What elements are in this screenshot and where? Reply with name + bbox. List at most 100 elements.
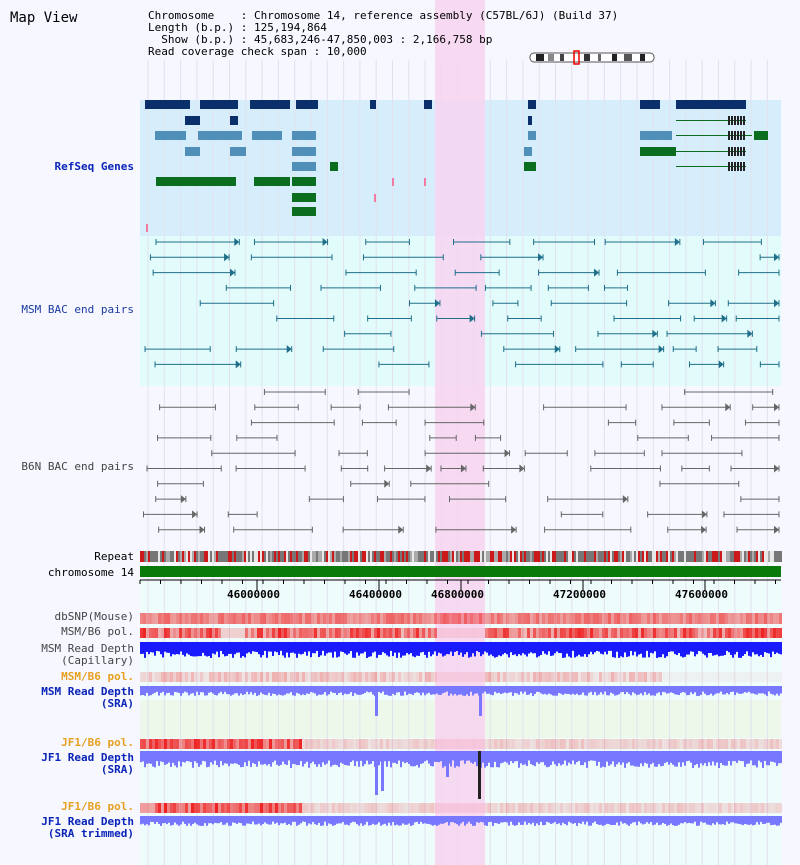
b6n-bac-arrow: [398, 525, 404, 534]
depth-bar: [288, 751, 290, 761]
depth-bar: [538, 751, 540, 764]
depth-bar: [482, 816, 484, 823]
heat-cell: [245, 739, 248, 749]
refseq-gene: [292, 177, 316, 186]
repeat-segment: [276, 551, 278, 562]
depth-bar: [768, 642, 770, 654]
heat-cell: [227, 628, 230, 638]
track-label-jf1-depth-sra[interactable]: JF1 Read Depth (SRA): [41, 751, 134, 776]
heat-cell: [677, 613, 680, 624]
repeat-segment: [462, 551, 464, 562]
depth-bar: [252, 816, 254, 822]
depth-bar: [734, 751, 736, 762]
heat-cell: [386, 628, 389, 638]
depth-bar: [544, 642, 546, 654]
depth-bar: [640, 686, 642, 694]
repeat-segment: [510, 551, 512, 562]
depth-bar: [328, 816, 330, 824]
heat-cell: [524, 803, 527, 813]
heat-cell: [662, 739, 665, 749]
track-label-msm-pol-sra[interactable]: MSM/B6 pol.: [61, 670, 134, 683]
track-label-msm-bac[interactable]: MSM BAC end pairs: [21, 303, 134, 316]
depth-bar: [322, 751, 324, 763]
depth-bar: [208, 816, 210, 824]
heat-cell: [584, 613, 587, 624]
depth-bar: [484, 642, 486, 652]
depth-bar: [628, 642, 630, 657]
depth-bar: [276, 751, 278, 765]
heat-cell: [707, 739, 710, 749]
depth-bar: [222, 686, 224, 694]
heat-cell: [668, 803, 671, 813]
repeat-segment: [226, 551, 228, 562]
depth-bar: [578, 686, 580, 696]
heat-cell: [398, 613, 401, 624]
depth-bar: [612, 816, 614, 825]
heat-cell: [452, 672, 455, 682]
depth-bar: [498, 642, 500, 656]
depth-bar: [490, 816, 492, 822]
depth-bar: [284, 816, 286, 823]
track-label-chromosome[interactable]: chromosome 14: [47, 566, 134, 579]
depth-bar: [502, 642, 504, 655]
heat-cell: [740, 613, 743, 624]
track-label-dbsnp[interactable]: dbSNP(Mouse): [54, 610, 134, 623]
heat-cell: [776, 628, 779, 638]
track-label-jf1-pol[interactable]: JF1/B6 pol.: [61, 736, 134, 749]
heat-cell: [368, 803, 371, 813]
depth-bar: [698, 686, 700, 696]
depth-bar: [648, 816, 650, 824]
track-label-refseq[interactable]: RefSeq Genes: [54, 160, 134, 173]
track-label-msm-pol[interactable]: MSM/B6 pol.: [61, 625, 134, 638]
depth-bar: [610, 816, 612, 826]
heat-cell: [323, 628, 326, 638]
heat-cell: [737, 628, 740, 638]
depth-bar: [372, 642, 374, 653]
depth-bar: [200, 816, 202, 826]
heat-cell: [389, 628, 392, 638]
depth-bar: [614, 642, 616, 658]
axis-tick-label: 46000000: [227, 588, 280, 601]
depth-bar: [746, 816, 748, 825]
heat-cell: [365, 739, 368, 749]
track-label-jf1-pol-trim[interactable]: JF1/B6 pol.: [61, 800, 134, 813]
heat-cell: [734, 672, 737, 682]
repeat-segment: [440, 551, 442, 562]
heat-cell: [200, 628, 203, 638]
depth-bar: [372, 751, 374, 762]
depth-bar: [280, 751, 282, 765]
track-label-msm-depth-sra[interactable]: MSM Read Depth (SRA): [41, 685, 134, 710]
repeat-segment: [334, 551, 336, 562]
repeat-segment: [540, 551, 542, 562]
heat-cell: [497, 672, 500, 682]
heat-cell: [608, 739, 611, 749]
heat-cell: [593, 803, 596, 813]
heat-cell: [371, 672, 374, 682]
heat-cell: [647, 803, 650, 813]
heat-cell: [620, 803, 623, 813]
heat-cell: [494, 628, 497, 638]
track-label-jf1-depth-trimmed[interactable]: JF1 Read Depth (SRA trimmed): [41, 815, 134, 840]
repeat-segment: [594, 551, 596, 562]
heat-cell: [272, 672, 275, 682]
depth-bar: [730, 816, 732, 823]
track-label-b6n-bac[interactable]: B6N BAC end pairs: [21, 460, 134, 473]
heat-cell: [227, 672, 230, 682]
info-coverage-value: 10,000: [326, 45, 367, 58]
depth-bar: [314, 751, 316, 765]
heat-cell: [416, 613, 419, 624]
heat-cell: [551, 803, 554, 813]
heat-cell: [488, 739, 491, 749]
heat-cell: [395, 803, 398, 813]
depth-bar: [658, 816, 660, 826]
track-label-msm-depth-capillary[interactable]: MSM Read Depth (Capillary): [41, 642, 134, 667]
repeat-segment: [526, 551, 528, 562]
depth-bar: [674, 642, 676, 655]
track-label-repeat[interactable]: Repeat: [94, 550, 134, 563]
repeat-segment: [520, 551, 522, 562]
refseq-gene: [424, 100, 432, 109]
heat-cell: [173, 628, 176, 638]
depth-bar: [162, 816, 164, 824]
heat-cell: [176, 613, 179, 624]
